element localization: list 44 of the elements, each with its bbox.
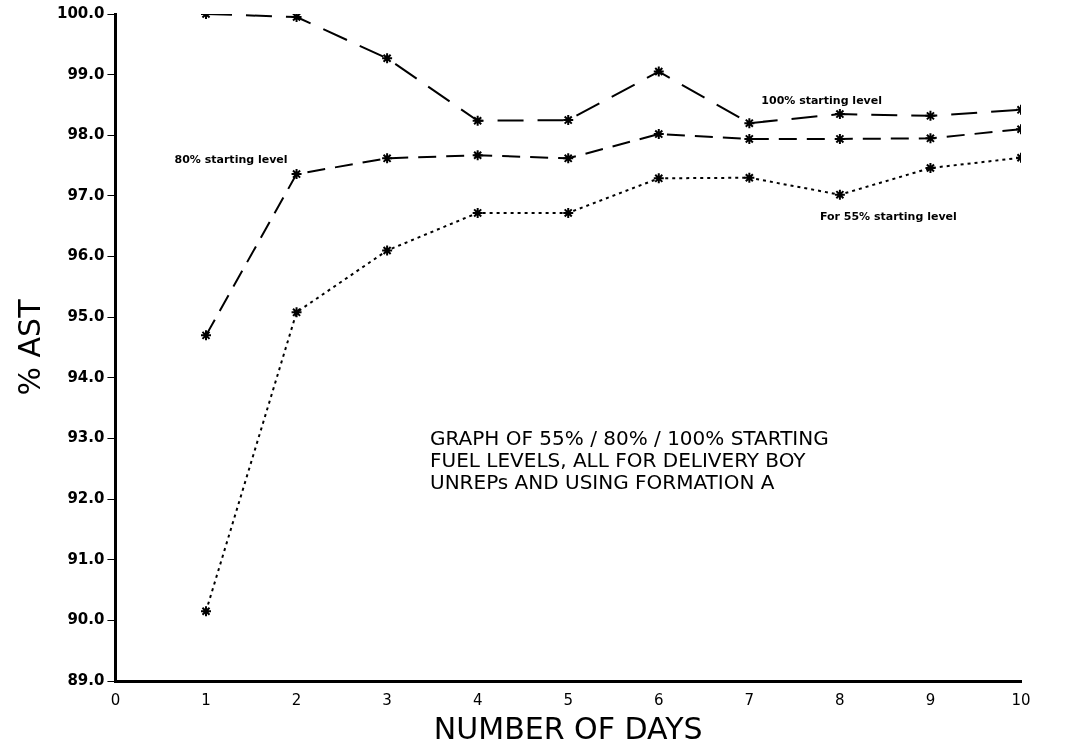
y-tick-label: 96.0 bbox=[67, 246, 105, 265]
point bbox=[471, 149, 484, 162]
y-tick-label: 90.0 bbox=[67, 610, 105, 629]
point bbox=[924, 109, 937, 122]
y-tick-label: 91.0 bbox=[67, 549, 105, 568]
x-tick-label: 3 bbox=[382, 690, 392, 709]
y-tick-label: 89.0 bbox=[67, 670, 105, 689]
point bbox=[652, 65, 665, 78]
y-tick-label: 100.0 bbox=[56, 3, 105, 22]
y-tick-label: 93.0 bbox=[67, 428, 105, 447]
series-label: 100% starting level bbox=[761, 94, 883, 107]
x-tick-label: 10 bbox=[1011, 690, 1031, 709]
x-tick-label: 7 bbox=[744, 690, 755, 709]
y-tick-label: 94.0 bbox=[67, 367, 105, 386]
point bbox=[743, 171, 756, 184]
y-tick-label: 99.0 bbox=[67, 64, 105, 83]
x-tick-label: 4 bbox=[472, 690, 483, 709]
x-tick-label: 8 bbox=[835, 690, 845, 709]
annotation: GRAPH OF 55% / 80% / 100% STARTING FUEL LEVELS, ALL FOR DELIVERY BOY UNREPs AND USING FORMATION A bbox=[430, 426, 829, 494]
x-tick-label: 0 bbox=[110, 690, 121, 709]
y-tick-label: 95.0 bbox=[67, 307, 105, 326]
series-label: For 55% starting level bbox=[819, 209, 957, 223]
point bbox=[200, 329, 212, 342]
point bbox=[290, 306, 303, 319]
x-tick-label: 1 bbox=[201, 690, 211, 709]
point bbox=[381, 244, 394, 257]
y-tick-label: 92.0 bbox=[67, 488, 105, 507]
point bbox=[924, 132, 937, 145]
y-tick-label: 98.0 bbox=[67, 125, 105, 144]
x-tick-label: 6 bbox=[654, 690, 664, 709]
point bbox=[381, 52, 394, 65]
point bbox=[562, 152, 575, 165]
point bbox=[833, 188, 846, 201]
y-tick-label: 97.0 bbox=[67, 185, 105, 204]
point bbox=[652, 172, 665, 185]
y-axis-title: % AST bbox=[11, 298, 47, 396]
series-label: 80% starting level bbox=[174, 152, 288, 166]
x-tick-label: 5 bbox=[563, 690, 573, 709]
point bbox=[471, 114, 484, 127]
x-axis-title: NUMBER OF DAYS bbox=[433, 710, 703, 746]
point bbox=[200, 605, 212, 618]
point bbox=[743, 117, 756, 130]
x-tick-label: 9 bbox=[925, 690, 936, 709]
x-tick-label: 2 bbox=[291, 690, 302, 709]
